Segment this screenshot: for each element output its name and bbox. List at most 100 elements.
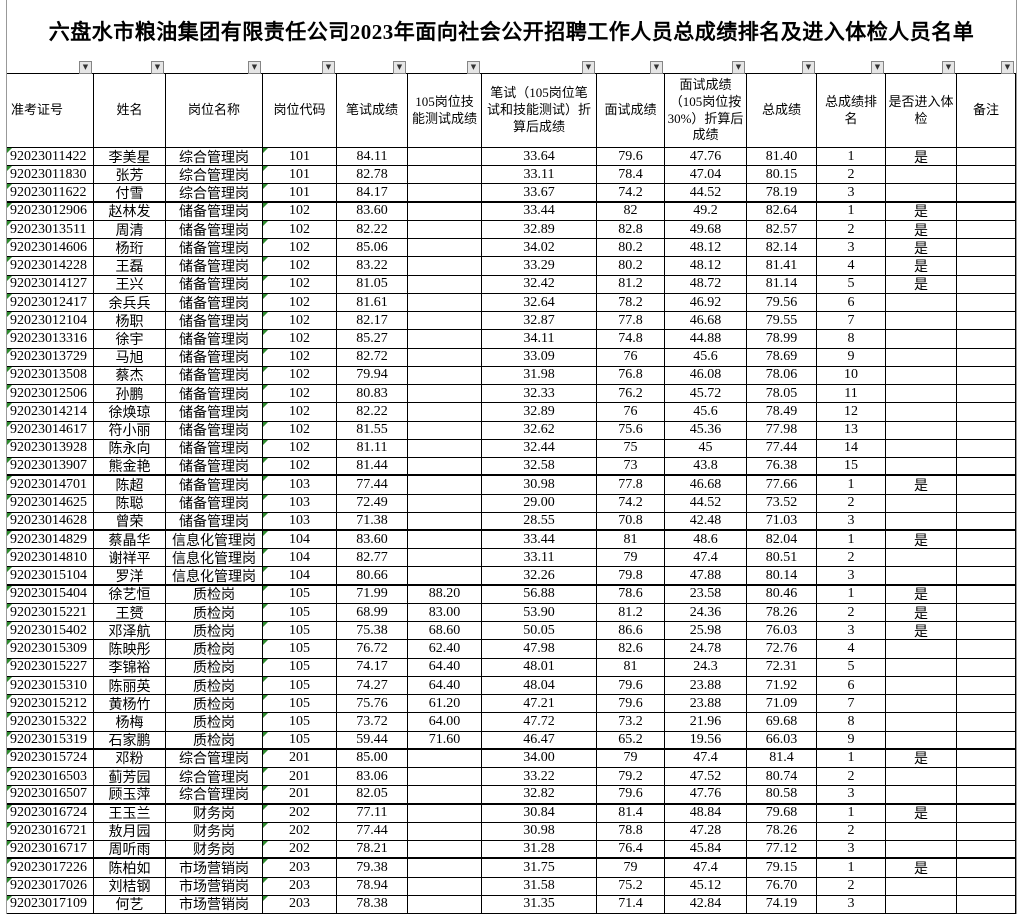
cell-position[interactable]: 储备管理岗 [166, 293, 263, 313]
cell-code[interactable]: 105 [263, 695, 337, 714]
cell-interview_conv[interactable]: 24.36 [665, 603, 747, 623]
cell-rank[interactable]: 3 [817, 841, 886, 860]
header-code[interactable]: 岗位代码 [263, 74, 337, 148]
cell-written_conv[interactable]: 32.89 [482, 220, 597, 240]
cell-code[interactable]: 102 [263, 366, 337, 386]
cell-total[interactable]: 76.70 [747, 877, 817, 896]
cell-position[interactable]: 综合管理岗 [166, 749, 263, 769]
cell-written[interactable]: 85.06 [337, 239, 408, 258]
cell-total[interactable]: 80.58 [747, 786, 817, 805]
cell-medical[interactable] [886, 786, 957, 805]
cell-position[interactable]: 质检岗 [166, 676, 263, 696]
cell-remark[interactable] [957, 348, 1016, 367]
cell-interview_conv[interactable]: 47.28 [665, 822, 747, 842]
cell-id[interactable]: 92023017226 [7, 859, 94, 878]
cell-written_conv[interactable]: 33.11 [482, 166, 597, 185]
cell-total[interactable]: 77.66 [747, 476, 817, 495]
cell-code[interactable]: 105 [263, 585, 337, 604]
cell-name[interactable]: 杨梅 [94, 713, 166, 732]
cell-name[interactable]: 杨珩 [94, 239, 166, 258]
cell-code[interactable]: 102 [263, 330, 337, 349]
cell-code[interactable]: 105 [263, 713, 337, 732]
cell-total[interactable]: 78.19 [747, 184, 817, 203]
cell-remark[interactable] [957, 841, 1016, 860]
cell-name[interactable]: 徐焕琼 [94, 403, 166, 422]
cell-written[interactable]: 81.55 [337, 421, 408, 440]
cell-position[interactable]: 储备管理岗 [166, 494, 263, 513]
cell-total[interactable]: 78.99 [747, 330, 817, 349]
cell-rank[interactable]: 14 [817, 439, 886, 459]
cell-code[interactable]: 201 [263, 749, 337, 769]
cell-skill[interactable] [408, 476, 482, 495]
cell-skill[interactable] [408, 458, 482, 477]
cell-name[interactable]: 敖月园 [94, 822, 166, 842]
cell-interview[interactable]: 77.8 [597, 476, 665, 495]
cell-skill[interactable]: 88.20 [408, 585, 482, 604]
cell-medical[interactable]: 是 [886, 220, 957, 240]
cell-remark[interactable] [957, 403, 1016, 422]
cell-code[interactable]: 203 [263, 895, 337, 914]
cell-written_conv[interactable]: 33.09 [482, 348, 597, 367]
cell-position[interactable]: 质检岗 [166, 658, 263, 677]
cell-id[interactable]: 92023017026 [7, 877, 94, 896]
cell-position[interactable]: 市场营销岗 [166, 895, 263, 914]
filter-button-remark[interactable]: ▼ [1001, 61, 1014, 74]
cell-rank[interactable]: 3 [817, 512, 886, 531]
cell-medical[interactable]: 是 [886, 603, 957, 623]
cell-skill[interactable]: 61.20 [408, 695, 482, 714]
cell-code[interactable]: 102 [263, 275, 337, 294]
cell-medical[interactable] [886, 312, 957, 331]
cell-name[interactable]: 陈永向 [94, 439, 166, 459]
cell-interview_conv[interactable]: 45 [665, 439, 747, 459]
cell-interview[interactable]: 76.4 [597, 841, 665, 860]
cell-name[interactable]: 付雪 [94, 184, 166, 203]
cell-remark[interactable] [957, 166, 1016, 185]
cell-total[interactable]: 81.4 [747, 749, 817, 769]
cell-written_conv[interactable]: 32.89 [482, 403, 597, 422]
cell-written_conv[interactable]: 53.90 [482, 603, 597, 623]
cell-name[interactable]: 杨职 [94, 312, 166, 331]
cell-remark[interactable] [957, 822, 1016, 842]
cell-id[interactable]: 92023015212 [7, 695, 94, 714]
header-written_conv[interactable]: 笔试（105岗位笔试和技能测试）折算后成绩 [482, 74, 597, 148]
cell-medical[interactable] [886, 293, 957, 313]
cell-written_conv[interactable]: 29.00 [482, 494, 597, 513]
cell-medical[interactable]: 是 [886, 239, 957, 258]
cell-name[interactable]: 张芳 [94, 166, 166, 185]
cell-written_conv[interactable]: 33.44 [482, 530, 597, 550]
cell-skill[interactable] [408, 877, 482, 896]
cell-written_conv[interactable]: 33.44 [482, 202, 597, 221]
cell-interview[interactable]: 81.4 [597, 804, 665, 823]
cell-position[interactable]: 质检岗 [166, 585, 263, 604]
header-position[interactable]: 岗位名称 [166, 74, 263, 148]
cell-interview[interactable]: 75.6 [597, 421, 665, 440]
cell-position[interactable]: 储备管理岗 [166, 239, 263, 258]
cell-interview_conv[interactable]: 48.12 [665, 239, 747, 258]
cell-code[interactable]: 105 [263, 603, 337, 623]
cell-total[interactable]: 82.57 [747, 220, 817, 240]
cell-skill[interactable] [408, 895, 482, 914]
cell-written[interactable]: 79.94 [337, 366, 408, 386]
cell-name[interactable]: 陈超 [94, 476, 166, 495]
cell-position[interactable]: 财务岗 [166, 804, 263, 823]
cell-interview[interactable]: 79 [597, 749, 665, 769]
cell-total[interactable]: 81.40 [747, 148, 817, 167]
cell-written_conv[interactable]: 33.22 [482, 768, 597, 787]
cell-skill[interactable] [408, 385, 482, 404]
cell-written[interactable]: 82.05 [337, 786, 408, 805]
cell-interview[interactable]: 73.2 [597, 713, 665, 732]
cell-id[interactable]: 92023016503 [7, 768, 94, 787]
header-remark[interactable]: 备注 [957, 74, 1016, 148]
cell-position[interactable]: 信息化管理岗 [166, 530, 263, 550]
cell-interview_conv[interactable]: 23.88 [665, 695, 747, 714]
cell-remark[interactable] [957, 184, 1016, 203]
cell-code[interactable]: 101 [263, 166, 337, 185]
cell-total[interactable]: 80.14 [747, 567, 817, 586]
cell-name[interactable]: 符小丽 [94, 421, 166, 440]
cell-interview[interactable]: 86.6 [597, 622, 665, 641]
cell-name[interactable]: 邓粉 [94, 749, 166, 769]
cell-name[interactable]: 王玉兰 [94, 804, 166, 823]
cell-name[interactable]: 周听雨 [94, 841, 166, 860]
cell-skill[interactable] [408, 202, 482, 221]
cell-total[interactable]: 79.15 [747, 859, 817, 878]
